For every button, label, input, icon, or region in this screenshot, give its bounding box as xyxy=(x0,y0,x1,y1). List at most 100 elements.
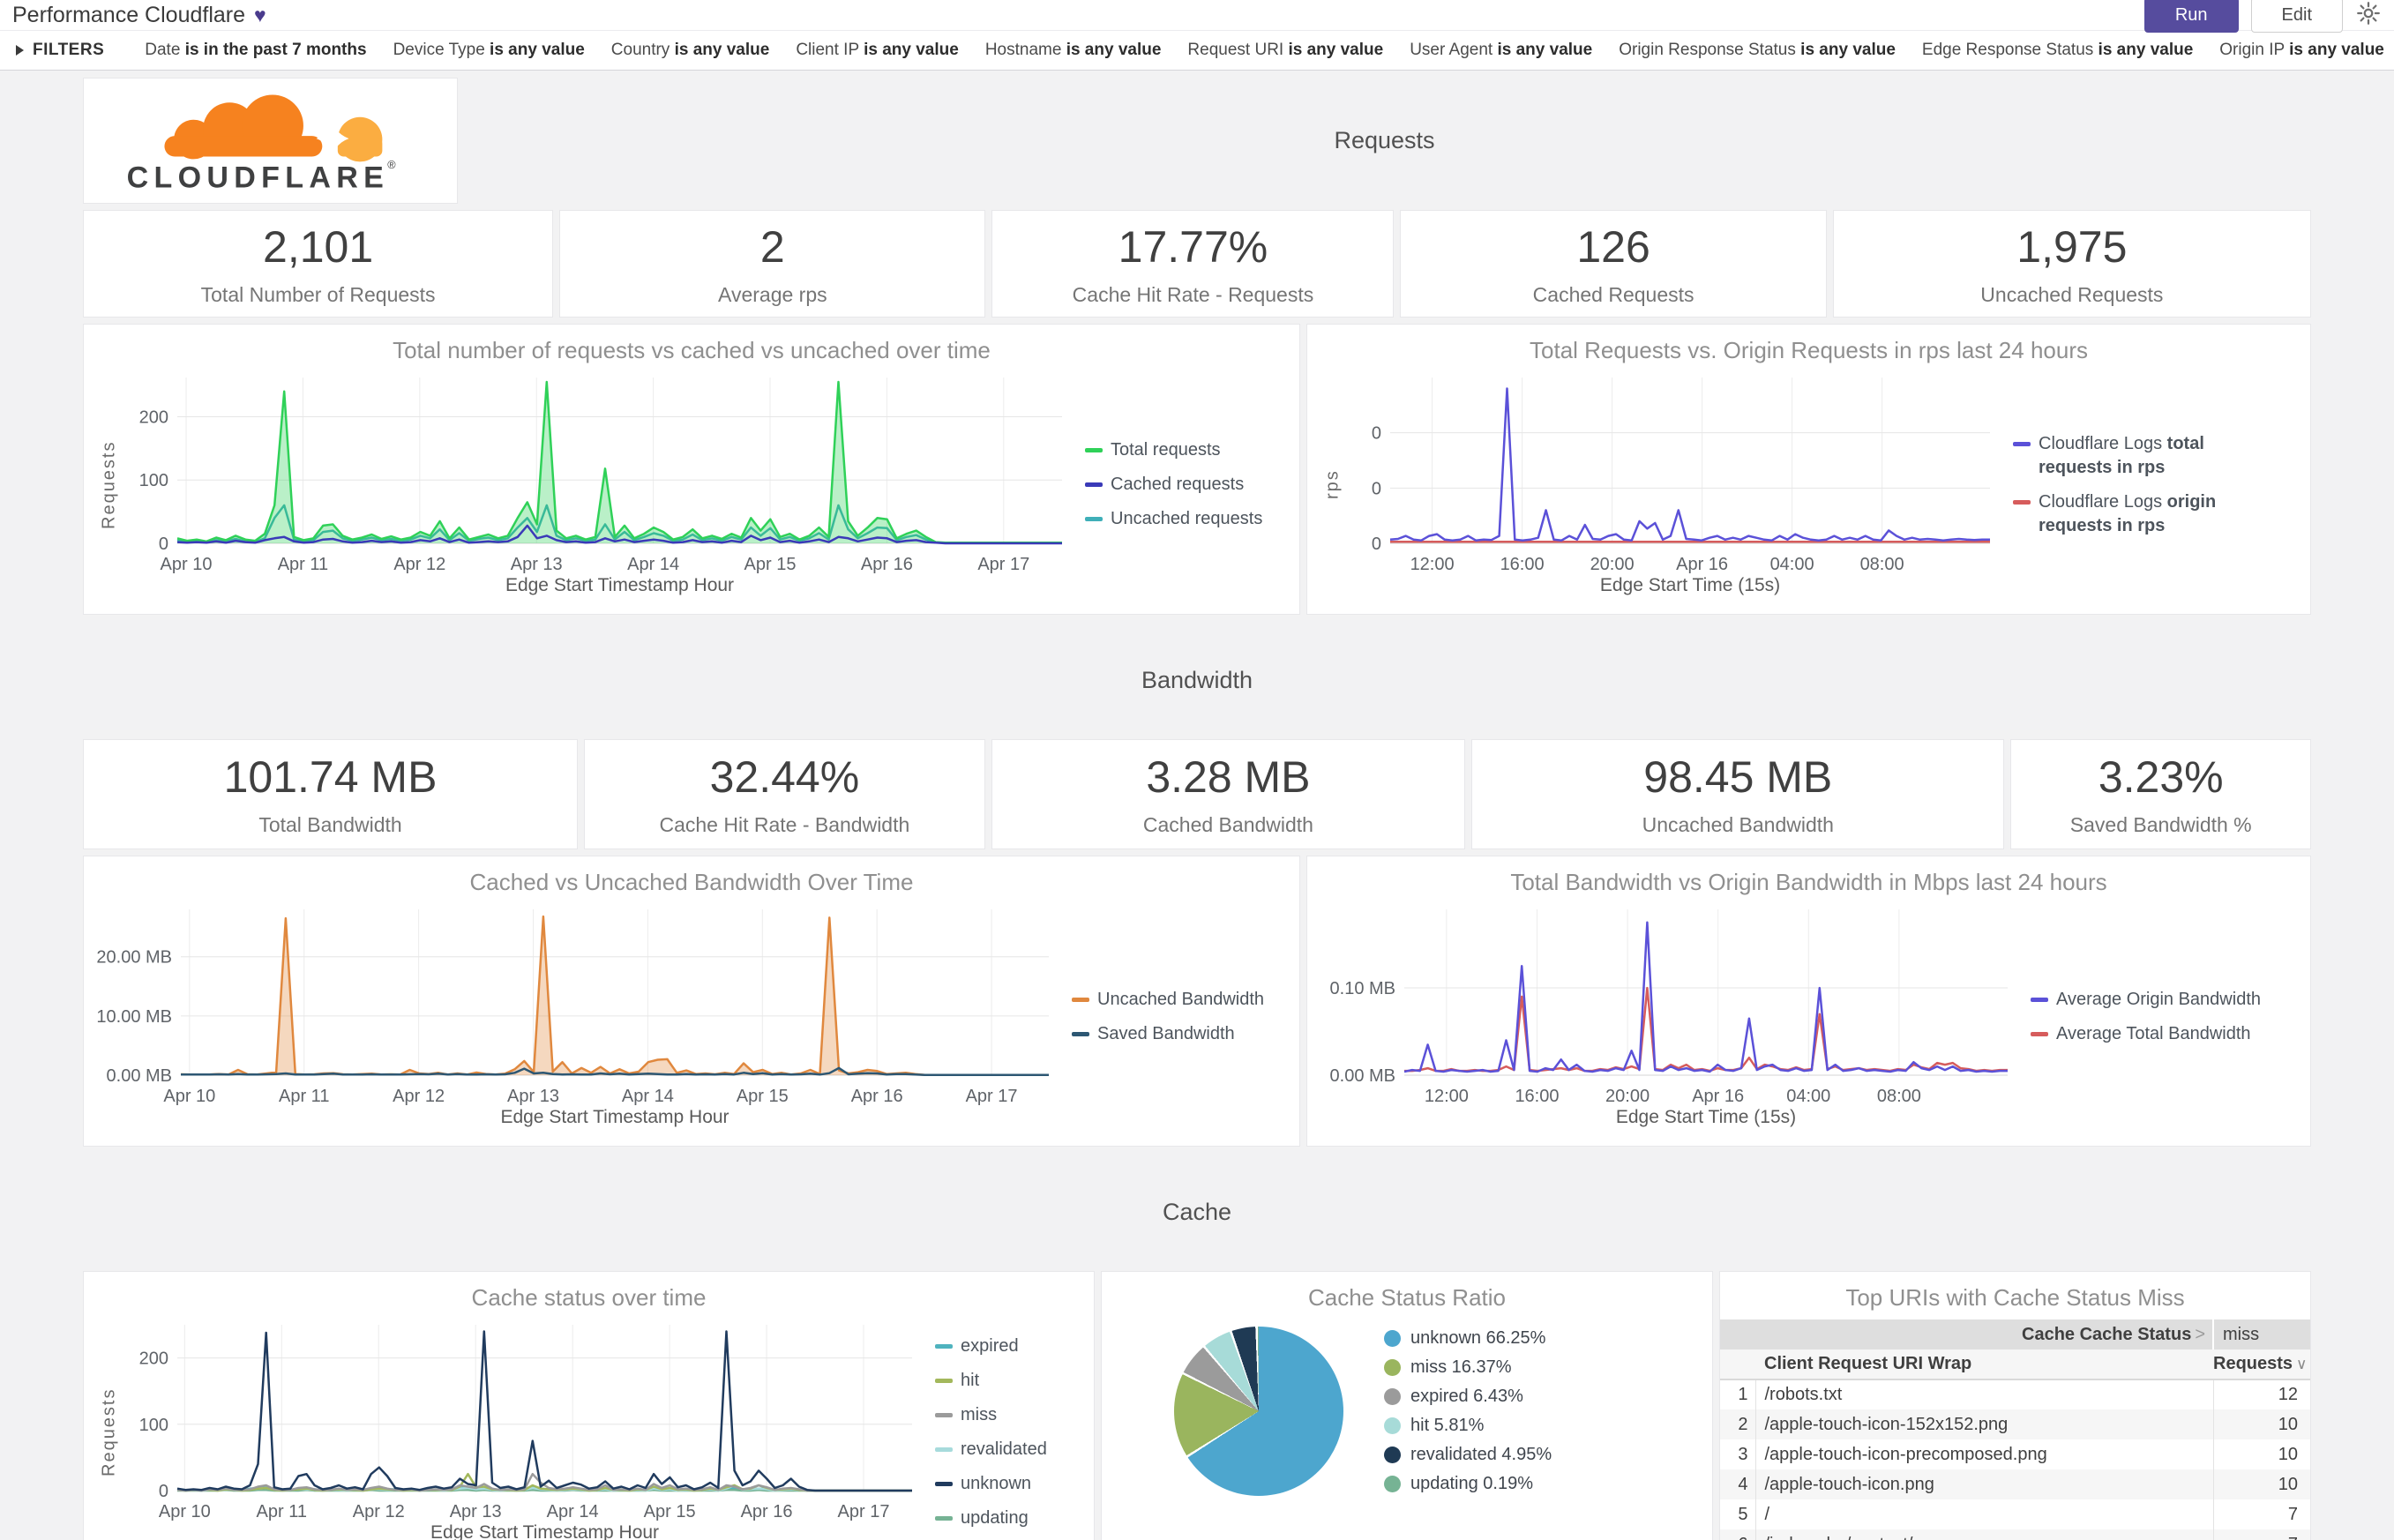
legend-item[interactable]: Cloudflare Logs total requests in rps xyxy=(2013,432,2263,480)
chart-legend[interactable]: Average Origin Bandwidth Average Total Ba… xyxy=(2016,899,2277,1134)
kpi-value[interactable]: 3.28 MB xyxy=(1146,752,1311,802)
pie-legend-item[interactable]: expired 6.43% xyxy=(1384,1387,1552,1407)
kpi-value[interactable]: 101.74 MB xyxy=(223,752,438,802)
pivot-label: Cache Cache Status > xyxy=(1720,1319,2213,1349)
table-row[interactable]: 2/apple-touch-icon-152x152.png 10 xyxy=(1720,1409,2310,1439)
pie-legend-item[interactable]: miss 16.37% xyxy=(1384,1357,1552,1378)
chart-cache-status-ratio[interactable]: Cache Status Ratio unknown 66.25% miss 16… xyxy=(1101,1271,1713,1540)
filter-chip-origin-ip[interactable]: Origin IP is any value xyxy=(2219,41,2384,59)
filter-chip-hostname[interactable]: Hostname is any value xyxy=(984,41,1162,59)
column-header-uri[interactable]: Client Request URI Wrap xyxy=(1755,1349,2213,1380)
cell-uri[interactable]: /apple-touch-icon-152x152.png xyxy=(1755,1409,2213,1439)
kpi-value[interactable]: 1,975 xyxy=(2016,221,2128,272)
chart-plot[interactable]: Apr 10 Apr 11 Apr 12 Apr 13 Apr 14 Apr 15 Apr … xyxy=(123,367,1071,602)
pie-chart[interactable] xyxy=(1174,1327,1343,1496)
legend-item[interactable]: revalidated xyxy=(935,1438,1071,1462)
gear-icon[interactable] xyxy=(2355,0,2382,31)
pie-legend-item[interactable]: revalidated 4.95% xyxy=(1384,1445,1552,1465)
cell-uri[interactable]: /apple-touch-icon.png xyxy=(1755,1469,2213,1499)
cell-uri[interactable]: /apple-touch-icon-precomposed.png xyxy=(1764,1444,2047,1464)
cell-uri[interactable]: / xyxy=(1764,1504,1770,1524)
legend-item[interactable]: updating xyxy=(935,1506,1071,1530)
table-row[interactable]: 6/index.php/contact/7 xyxy=(1720,1529,2310,1540)
filter-chip-user-agent[interactable]: User Agent is any value xyxy=(1410,41,1593,59)
legend-item[interactable]: unknown xyxy=(935,1472,1071,1496)
pie-legend-item[interactable]: updating 0.19% xyxy=(1384,1474,1552,1494)
filters-expand-icon[interactable] xyxy=(16,45,24,56)
legend-item[interactable]: Average Total Bandwidth xyxy=(2031,1022,2277,1046)
filter-chip-device-type[interactable]: Device Type is any value xyxy=(393,41,585,59)
chart-plot[interactable]: 12:00 16:00 20:00 Apr 16 04:00 08:00 0 0 0 Edge S… xyxy=(1346,367,1999,602)
kpi-value[interactable]: 2 xyxy=(759,221,785,272)
cell-requests[interactable]: 10 xyxy=(2212,1469,2310,1499)
chart-total-vs-origin-bandwidth[interactable]: Total Bandwidth vs Origin Bandwidth in M… xyxy=(1306,856,2311,1147)
legend-item[interactable]: expired xyxy=(935,1334,1071,1358)
legend-item[interactable]: Average Origin Bandwidth xyxy=(2031,988,2277,1012)
kpi-total-bandwidth[interactable]: 101.74 MB Total Bandwidth xyxy=(83,739,579,849)
legend-item[interactable]: Uncached Bandwidth xyxy=(1072,988,1278,1012)
table-row[interactable]: 1/robots.txt 12 xyxy=(1720,1379,2310,1409)
table-row[interactable]: 3/apple-touch-icon-precomposed.png 10 xyxy=(1720,1439,2310,1469)
pie-legend-item[interactable]: unknown 66.25% xyxy=(1384,1328,1552,1349)
chart-plot[interactable]: Apr 10 Apr 11 Apr 12 Apr 13 Apr 14 Apr 15 Apr … xyxy=(96,899,1058,1134)
run-button[interactable]: Run xyxy=(2143,0,2239,33)
svg-text:0: 0 xyxy=(1372,424,1381,444)
chart-legend[interactable]: Total requests Cached requests Uncached re… xyxy=(1071,367,1278,602)
kpi-value[interactable]: 98.45 MB xyxy=(1643,752,1833,802)
table-row[interactable]: 4/apple-touch-icon.png 10 xyxy=(1720,1469,2310,1499)
pie-legend-item[interactable]: hit 5.81% xyxy=(1384,1416,1552,1436)
kpi-saved-bandwidth-pct[interactable]: 3.23% Saved Bandwidth % xyxy=(2010,739,2311,849)
cell-requests[interactable]: 10 xyxy=(2212,1439,2310,1469)
kpi-value[interactable]: 2,101 xyxy=(263,221,374,272)
filter-chip-origin-response-status[interactable]: Origin Response Status is any value xyxy=(1619,41,1896,59)
chart-legend[interactable]: expired hit miss revalidated unknown updating xyxy=(921,1314,1071,1540)
legend-item[interactable]: Cloudflare Logs origin requests in rps xyxy=(2013,490,2263,538)
kpi-cached-requests[interactable]: 126 Cached Requests xyxy=(1400,210,1827,318)
cell-requests[interactable]: 7 xyxy=(2212,1499,2310,1529)
chart-cache-status-over-time[interactable]: Cache status over time Requests Apr 10 Ap… xyxy=(83,1271,1095,1540)
chart-cached-vs-uncached-bandwidth[interactable]: Cached vs Uncached Bandwidth Over Time A… xyxy=(83,856,1300,1147)
kpi-value[interactable]: 17.77% xyxy=(1118,221,1268,272)
cell-uri[interactable]: /index.php/contact/ xyxy=(1755,1529,2213,1540)
legend-item[interactable]: hit xyxy=(935,1369,1071,1393)
column-header-requests[interactable]: Requests ∨ xyxy=(2213,1349,2310,1380)
edit-button[interactable]: Edit xyxy=(2250,0,2343,33)
svg-text:Apr 15: Apr 15 xyxy=(744,555,797,574)
chart-requests-vs-origin-rps[interactable]: Total Requests vs. Origin Requests in rp… xyxy=(1306,324,2311,615)
legend-item[interactable]: Total requests xyxy=(1085,438,1278,462)
legend-item[interactable]: Cached requests xyxy=(1085,473,1278,497)
cell-requests[interactable]: 10 xyxy=(2212,1409,2310,1439)
kpi-total-requests[interactable]: 2,101 Total Number of Requests xyxy=(83,210,554,318)
table-row[interactable]: 5 / 7 xyxy=(1720,1499,2310,1529)
chart-legend[interactable]: Cloudflare Logs total requests in rps Clo… xyxy=(1999,367,2263,602)
kpi-value[interactable]: 126 xyxy=(1576,221,1650,272)
kpi-cache-hit-rate-bandwidth[interactable]: 32.44% Cache Hit Rate - Bandwidth xyxy=(584,739,985,849)
filter-chip-request-uri[interactable]: Request URI is any value xyxy=(1187,41,1384,59)
kpi-uncached-requests[interactable]: 1,975 Uncached Requests xyxy=(1832,210,2311,318)
filter-chip-edge-response-status[interactable]: Edge Response Status is any value xyxy=(1921,41,2194,59)
kpi-value[interactable]: 3.23% xyxy=(2098,752,2224,802)
legend-item[interactable]: Uncached requests xyxy=(1085,507,1278,531)
chart-legend[interactable]: Uncached Bandwidth Saved Bandwidth xyxy=(1058,899,1278,1134)
kpi-uncached-bandwidth[interactable]: 98.45 MB Uncached Bandwidth xyxy=(1471,739,2005,849)
legend-item[interactable]: Saved Bandwidth xyxy=(1072,1022,1278,1046)
legend-item[interactable]: miss xyxy=(935,1403,1071,1427)
filter-chip-country[interactable]: Country is any value xyxy=(610,41,770,59)
chart-title: Cached vs Uncached Bandwidth Over Time xyxy=(469,869,914,895)
kpi-cache-hit-rate-requests[interactable]: 17.77% Cache Hit Rate - Requests xyxy=(991,210,1395,318)
cell-requests[interactable]: 7 xyxy=(2212,1529,2310,1540)
filter-chip-client-ip[interactable]: Client IP is any value xyxy=(796,41,959,59)
chart-requests-over-time[interactable]: Total number of requests vs cached vs un… xyxy=(83,324,1300,615)
pie-legend[interactable]: unknown 66.25% miss 16.37% expired 6.43% hi… xyxy=(1384,1328,1552,1494)
kpi-cached-bandwidth[interactable]: 3.28 MB Cached Bandwidth xyxy=(991,739,1466,849)
svg-text:04:00: 04:00 xyxy=(1770,555,1814,574)
chart-plot[interactable]: 12:00 16:00 20:00 Apr 16 04:00 08:00 0.00 MB 0.… xyxy=(1320,899,2016,1134)
chart-plot[interactable]: Apr 10 Apr 11 Apr 12 Apr 13 Apr 14 Apr 15 Apr … xyxy=(123,1314,921,1540)
kpi-average-rps[interactable]: 2 Average rps xyxy=(559,210,986,318)
svg-text:Apr 17: Apr 17 xyxy=(977,555,1029,574)
cell-requests[interactable]: 12 xyxy=(2212,1379,2310,1409)
table-top-uris-cache-miss[interactable]: Top URIs with Cache Status Miss Cache Ca… xyxy=(1719,1271,2311,1540)
kpi-value[interactable]: 32.44% xyxy=(709,752,860,802)
filter-chip-date[interactable]: Date is in the past 7 months xyxy=(145,41,367,59)
cell-uri[interactable]: /robots.txt xyxy=(1764,1385,1843,1404)
